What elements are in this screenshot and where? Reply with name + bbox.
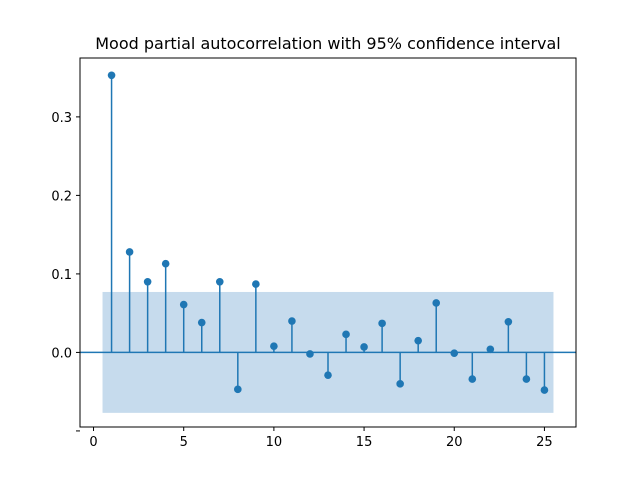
axes-frame — [79, 57, 577, 428]
stem-marker — [215, 277, 224, 286]
x-tick-label: 25 — [536, 435, 553, 450]
x-tick-label: 5 — [180, 435, 188, 450]
stem-marker — [234, 385, 242, 394]
stem-marker — [540, 386, 549, 394]
y-tick-label: 0.0 — [51, 346, 72, 361]
plot-area: 0 5 10 15 20 25 0.0 0.1 0.2 0.3 — [51, 57, 577, 450]
stem-marker — [468, 375, 477, 383]
y-tick-label: 0.1 — [51, 268, 72, 283]
x-tick-label: 0 — [89, 435, 97, 450]
stem-marker — [432, 299, 441, 307]
chart-title: Mood partial autocorrelation with 95% co… — [95, 34, 561, 53]
x-tick-label: 20 — [446, 435, 463, 450]
stem-marker — [179, 300, 188, 309]
stem-marker — [270, 342, 278, 350]
stem-marker — [414, 336, 422, 345]
stem-marker — [306, 350, 314, 358]
stem-marker — [143, 277, 152, 286]
stem-marker — [504, 317, 513, 326]
x-tick-label: 15 — [356, 435, 373, 450]
y-tick-label: 0.3 — [51, 111, 72, 126]
x-tick-label: 10 — [266, 435, 283, 450]
stem-marker — [107, 71, 116, 80]
stem-marker — [125, 248, 134, 256]
stem-marker — [324, 371, 332, 379]
stem-marker — [522, 375, 531, 383]
stem-marker — [342, 330, 350, 339]
stem-marker — [288, 317, 296, 325]
stem-marker — [378, 319, 386, 328]
stem-marker — [197, 318, 206, 327]
stem-marker — [450, 349, 459, 358]
y-tick-label: 0.2 — [51, 189, 72, 204]
stem-marker — [486, 345, 495, 354]
stem-marker — [161, 259, 170, 268]
stem-marker — [396, 380, 404, 388]
stem-marker — [252, 280, 260, 288]
stem-marker — [360, 343, 368, 351]
